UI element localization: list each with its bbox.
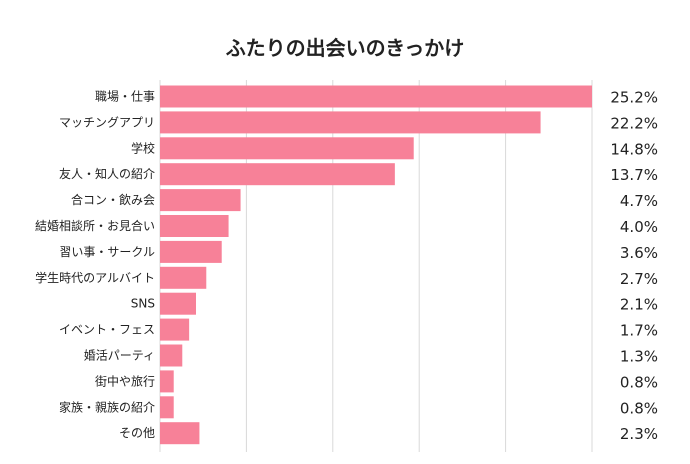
value-label: 13.7% (610, 166, 658, 184)
value-label: 0.8% (620, 399, 658, 417)
category-label: 結婚相談所・お見合い (35, 218, 155, 233)
chart-title: ふたりの出会いのきっかけ (226, 36, 465, 60)
category-label: 街中や旅行 (95, 373, 155, 388)
category-label: イベント・フェス (59, 323, 155, 337)
bar (160, 189, 241, 212)
category-label: 合コン・飲み会 (71, 192, 155, 207)
category-labels: 職場・仕事マッチングアプリ学校友人・知人の紹介合コン・飲み会結婚相談所・お見合い… (35, 90, 155, 441)
bar (160, 266, 207, 289)
bar (160, 370, 174, 393)
value-label: 22.2% (610, 114, 658, 132)
grid-lines (159, 80, 593, 452)
value-label: 0.8% (620, 373, 658, 391)
category-label: 習い事・サークル (59, 245, 155, 259)
category-label: マッチングアプリ (59, 115, 155, 129)
bar (160, 318, 190, 341)
value-label: 2.3% (620, 425, 658, 443)
bar (160, 240, 222, 263)
category-label: 婚活パーティ (84, 349, 155, 363)
bars (160, 85, 592, 445)
value-label: 4.7% (620, 192, 658, 210)
bar (160, 344, 183, 367)
category-label: 学生時代のアルバイト (35, 270, 155, 285)
value-label: 25.2% (610, 89, 658, 107)
category-label: 職場・仕事 (95, 90, 155, 104)
bar (160, 111, 541, 134)
category-label: 学校 (131, 140, 155, 155)
category-label: 家族・親族の紹介 (59, 399, 155, 414)
category-label: 友人・知人の紹介 (59, 167, 155, 181)
category-label: その他 (119, 426, 155, 440)
value-label: 2.7% (620, 270, 658, 288)
value-label: 1.3% (620, 348, 658, 366)
bar (160, 422, 200, 445)
value-label: 4.0% (620, 218, 658, 236)
bar (160, 137, 414, 160)
value-label: 1.7% (620, 322, 658, 340)
bar (160, 292, 196, 315)
bar (160, 396, 174, 419)
bar (160, 163, 395, 186)
value-labels: 25.2% 22.2% 14.8% 13.7% 4.7% 4.0% 3.6% 2.7% 2.1%… (610, 89, 658, 444)
value-label: 14.8% (610, 140, 658, 158)
bar (160, 85, 592, 108)
value-label: 2.1% (620, 296, 658, 314)
value-label: 3.6% (620, 244, 658, 262)
bar (160, 215, 229, 237)
category-label: SNS (131, 297, 155, 311)
